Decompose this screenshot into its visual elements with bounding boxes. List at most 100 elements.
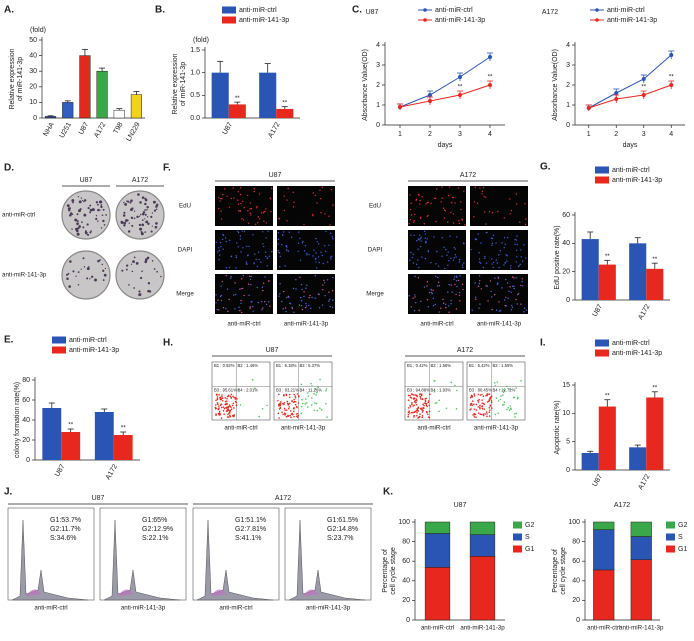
colony: [155, 222, 158, 225]
cell-event: [221, 397, 224, 399]
colony: [100, 204, 103, 206]
colony: [140, 232, 144, 236]
cell-dot: [410, 234, 412, 236]
cell-dot: [248, 245, 250, 248]
cell-dot: [486, 231, 488, 234]
cell-event: [411, 401, 413, 404]
column-label: anti-miR-141-3p: [121, 605, 166, 612]
cell-dot: [419, 216, 422, 219]
colony: [76, 222, 79, 226]
cell-dot: [520, 256, 522, 258]
cell-dot: [238, 288, 241, 290]
cell-dot: [261, 286, 264, 288]
cell-dot: [497, 277, 500, 279]
cell-dot: [328, 298, 331, 300]
y-axis-label: Percentage of: [552, 549, 559, 593]
legend-swatch: [222, 16, 236, 24]
cell-dot: [410, 202, 412, 205]
cell-event: [487, 400, 490, 403]
colony: [133, 210, 136, 212]
colony: [97, 220, 99, 223]
y-tick-label: 4: [566, 42, 570, 49]
cell-dot: [485, 223, 487, 225]
cell-event: [482, 414, 485, 417]
cell-dot: [279, 255, 281, 258]
cell-dot: [498, 266, 500, 269]
cell-dot: [305, 302, 307, 305]
cell-dot: [491, 212, 494, 214]
cell-event: [287, 407, 290, 410]
bar: [61, 432, 81, 460]
cell-dot: [441, 237, 443, 239]
x-tick-label: anti-miR-ctrl: [587, 625, 620, 632]
cycle-stat: G1:65%: [142, 517, 167, 524]
cell-event: [218, 405, 220, 407]
cell-dot: [455, 280, 458, 282]
colony: [133, 256, 136, 259]
cell-dot: [219, 241, 222, 244]
cell-event: [420, 393, 423, 396]
cell-dot: [487, 300, 489, 302]
cell-dot: [516, 203, 518, 205]
marker: [458, 93, 462, 97]
cell-dot: [488, 211, 491, 213]
significance-label: **: [652, 384, 657, 391]
cell-event: [515, 387, 517, 389]
cell-dot: [271, 250, 273, 253]
colony: [88, 266, 90, 268]
y-tick-label: 40: [562, 240, 570, 247]
cell-dot: [521, 260, 524, 262]
cell-dot: [254, 223, 257, 225]
cell-dot: [414, 213, 416, 216]
legend-marker: [595, 8, 599, 12]
cell-event: [485, 411, 488, 413]
x-axis-label: days: [623, 142, 638, 149]
cell-event: [475, 403, 478, 406]
quadrant-label: B4 : 12.72%: [493, 387, 516, 392]
cell-event: [427, 400, 430, 402]
cell-dot: [478, 258, 481, 260]
cell-dot: [523, 311, 525, 313]
y-tick-label: 2: [376, 82, 380, 89]
y-tick-label: 0: [576, 617, 580, 624]
cell-dot: [476, 202, 479, 204]
cell-dot: [256, 205, 258, 208]
colony: [156, 270, 159, 273]
y-tick-label: 80: [402, 538, 410, 545]
cell-dot: [458, 258, 461, 261]
cell-dot: [424, 257, 427, 260]
quadrant-label: B4 : 1.93%: [431, 387, 452, 392]
colony: [147, 282, 151, 285]
cell-dot: [308, 304, 310, 307]
legend-swatch: [52, 336, 66, 344]
cell-event: [314, 402, 316, 404]
cell-dot: [228, 266, 231, 269]
cell-event: [229, 414, 231, 417]
colony: [144, 231, 147, 233]
cell-dot: [511, 276, 514, 278]
x-tick-label: U87: [592, 473, 605, 488]
cell-dot: [253, 263, 255, 265]
cell-event: [288, 402, 291, 405]
line: [399, 56, 491, 108]
cell-dot: [458, 220, 460, 222]
cell-event: [473, 412, 475, 415]
y-tick-label: 0.0: [190, 115, 200, 122]
cell-event: [277, 399, 279, 402]
cell-dot: [221, 238, 224, 241]
cell-dot: [423, 223, 426, 225]
colony: [147, 222, 150, 225]
cell-dot: [256, 221, 259, 224]
cell-event: [217, 403, 219, 406]
cell-dot: [258, 258, 260, 261]
colony: [102, 269, 105, 272]
cell-event: [232, 402, 235, 405]
cell-dot: [331, 255, 333, 258]
cell-event: [479, 394, 482, 396]
cell-dot: [332, 204, 334, 206]
cell-event: [494, 382, 496, 384]
cell-dot: [510, 265, 512, 267]
cell-event: [486, 415, 488, 418]
cell-dot: [242, 219, 245, 221]
cell-event: [414, 397, 416, 400]
